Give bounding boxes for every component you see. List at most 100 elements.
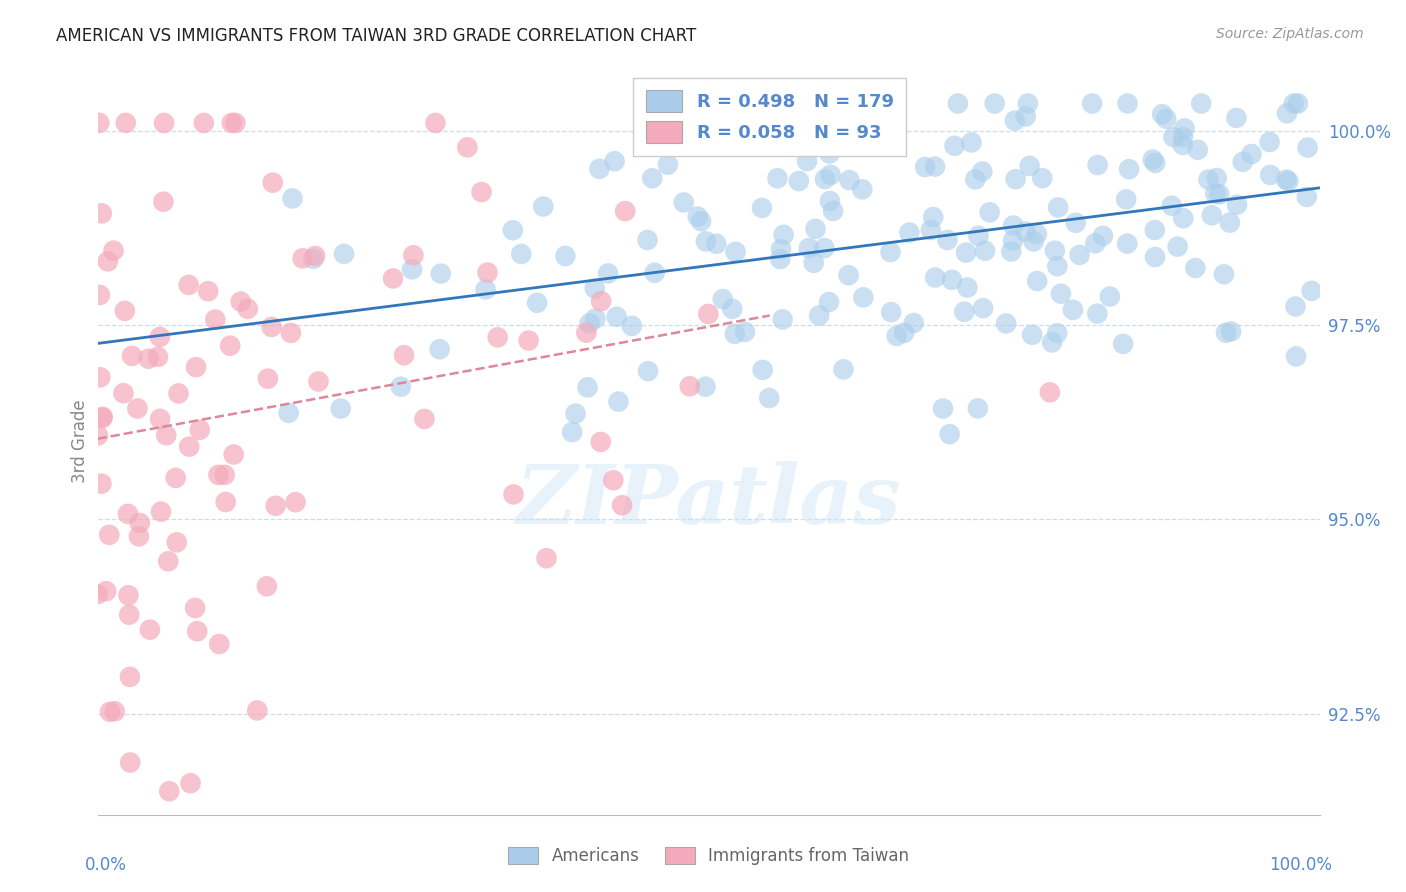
Point [804, 222, 827, 236]
Point [1039, 385, 1062, 400]
Point [920, 223, 942, 237]
Point [672, 195, 695, 210]
Point [734, 325, 756, 339]
Point [979, 205, 1001, 219]
Point [401, 262, 423, 277]
Point [953, 305, 976, 319]
Point [477, 266, 499, 280]
Point [97, 254, 120, 268]
Point [679, 379, 702, 393]
Point [1002, 219, 1025, 233]
Point [983, 96, 1005, 111]
Point [1201, 208, 1223, 222]
Point [236, 301, 259, 316]
Point [938, 427, 960, 442]
Point [94, 584, 117, 599]
Point [1043, 244, 1066, 258]
Point [1000, 244, 1022, 259]
Point [1021, 327, 1043, 342]
Point [260, 319, 283, 334]
Point [972, 301, 994, 315]
Point [1022, 235, 1045, 249]
Point [222, 448, 245, 462]
Point [1014, 225, 1036, 239]
Point [456, 140, 478, 154]
Point [610, 498, 633, 512]
Point [657, 158, 679, 172]
Point [1232, 154, 1254, 169]
Point [208, 637, 231, 651]
Point [277, 406, 299, 420]
Point [838, 268, 860, 283]
Point [1046, 259, 1069, 273]
Point [1205, 171, 1227, 186]
Point [914, 160, 936, 174]
Point [690, 214, 713, 228]
Point [1026, 274, 1049, 288]
Point [117, 507, 139, 521]
Point [1142, 153, 1164, 167]
Point [1171, 130, 1194, 145]
Point [1171, 138, 1194, 153]
Point [204, 312, 226, 326]
Point [430, 267, 453, 281]
Point [291, 252, 314, 266]
Point [90, 476, 112, 491]
Point [818, 295, 841, 310]
Point [157, 784, 180, 798]
Point [554, 249, 576, 263]
Point [402, 248, 425, 262]
Point [1197, 172, 1219, 186]
Point [1277, 174, 1299, 188]
Point [972, 164, 994, 178]
Point [1118, 162, 1140, 177]
Point [1017, 96, 1039, 111]
Point [118, 607, 141, 622]
Point [146, 350, 169, 364]
Point [302, 252, 325, 266]
Point [214, 467, 236, 482]
Point [1115, 193, 1137, 207]
Point [257, 371, 280, 385]
Point [1081, 96, 1104, 111]
Point [772, 227, 794, 242]
Point [1284, 300, 1306, 314]
Point [219, 339, 242, 353]
Point [429, 343, 451, 357]
Point [166, 535, 188, 549]
Point [112, 386, 135, 401]
Point [114, 116, 136, 130]
Point [1184, 260, 1206, 275]
Point [1004, 172, 1026, 186]
Point [526, 295, 548, 310]
Point [695, 380, 717, 394]
Point [89, 116, 111, 130]
Point [607, 394, 630, 409]
Point [561, 425, 583, 439]
Point [823, 204, 845, 219]
Point [695, 235, 717, 249]
Point [89, 288, 111, 302]
Point [517, 334, 540, 348]
Point [1167, 239, 1189, 253]
Point [86, 587, 108, 601]
Point [382, 271, 405, 285]
Point [89, 370, 111, 384]
Text: ZIPatlas: ZIPatlas [516, 461, 901, 541]
Point [1240, 147, 1263, 161]
Point [221, 116, 243, 130]
Point [751, 363, 773, 377]
Point [138, 351, 160, 366]
Point [721, 301, 744, 316]
Point [1226, 197, 1249, 211]
Point [179, 440, 201, 454]
Point [1215, 326, 1237, 340]
Point [128, 529, 150, 543]
Point [98, 528, 121, 542]
Point [1144, 156, 1167, 170]
Point [281, 191, 304, 205]
Point [1087, 158, 1109, 172]
Point [425, 116, 447, 130]
Point [800, 114, 823, 128]
Point [1062, 302, 1084, 317]
